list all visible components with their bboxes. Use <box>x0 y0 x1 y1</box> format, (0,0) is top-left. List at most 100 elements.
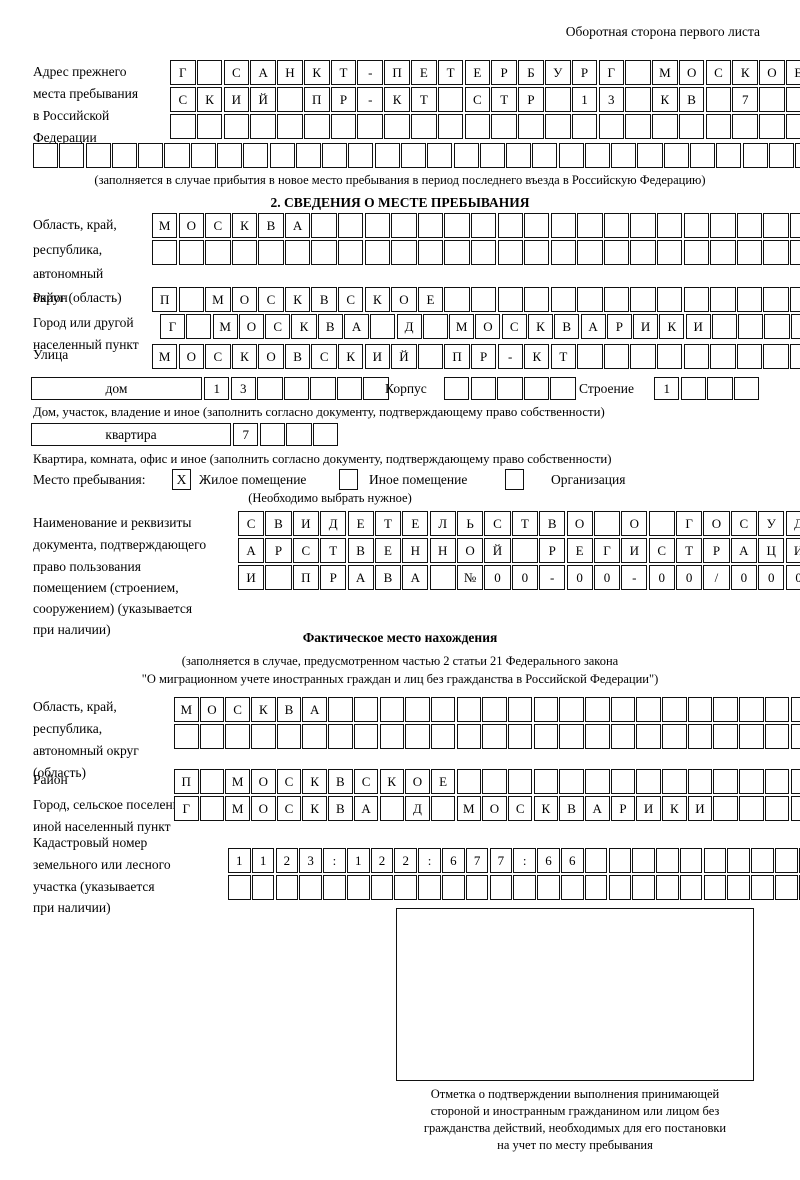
character-cell[interactable] <box>370 875 394 900</box>
character-cell[interactable] <box>610 769 636 794</box>
character-cell[interactable] <box>625 114 651 139</box>
character-cell[interactable]: Р <box>610 796 636 821</box>
character-cell[interactable]: П <box>444 344 470 369</box>
character-cell[interactable]: 3 <box>299 848 322 873</box>
character-cell[interactable] <box>630 240 656 265</box>
character-cell[interactable] <box>178 287 204 312</box>
character-cell[interactable]: И <box>785 538 800 563</box>
character-cell[interactable] <box>678 114 705 139</box>
character-cell[interactable]: П <box>152 287 178 312</box>
character-cell[interactable]: О <box>199 697 225 722</box>
character-cell[interactable]: С <box>705 60 732 85</box>
character-cell[interactable]: Р <box>518 87 544 112</box>
character-cell[interactable] <box>346 875 370 900</box>
character-cell[interactable] <box>732 114 758 139</box>
character-cell[interactable] <box>422 314 448 339</box>
character-cell[interactable]: Й <box>391 344 417 369</box>
character-cell[interactable]: С <box>205 213 231 238</box>
character-cell[interactable] <box>379 796 404 821</box>
character-cell[interactable]: Р <box>265 538 292 563</box>
character-cell[interactable] <box>656 344 683 369</box>
character-cell[interactable]: Т <box>511 511 538 536</box>
character-cell[interactable] <box>400 143 427 168</box>
character-cell[interactable]: Г <box>598 60 625 85</box>
character-cell[interactable] <box>739 796 764 821</box>
character-cell[interactable] <box>687 769 713 794</box>
character-cell[interactable] <box>283 377 310 400</box>
character-cell[interactable] <box>630 213 656 238</box>
character-cell[interactable]: С <box>464 87 491 112</box>
character-cell[interactable] <box>310 377 336 400</box>
character-cell[interactable] <box>710 287 736 312</box>
character-cell[interactable]: 3 <box>230 377 256 400</box>
region-row[interactable] <box>152 240 800 265</box>
character-cell[interactable]: 1 <box>654 377 680 400</box>
character-cell[interactable] <box>603 344 630 369</box>
character-cell[interactable] <box>470 287 497 312</box>
character-cell[interactable]: 6 <box>537 848 560 873</box>
character-cell[interactable] <box>231 240 258 265</box>
character-cell[interactable] <box>742 143 768 168</box>
character-cell[interactable] <box>550 240 577 265</box>
character-cell[interactable]: С <box>292 538 319 563</box>
character-cell[interactable] <box>524 287 550 312</box>
character-cell[interactable] <box>632 848 655 873</box>
character-cell[interactable] <box>603 213 630 238</box>
character-cell[interactable] <box>736 344 763 369</box>
character-cell[interactable] <box>610 724 636 749</box>
character-cell[interactable] <box>593 511 621 536</box>
stroenie-row[interactable]: 1 <box>654 377 760 400</box>
character-cell[interactable] <box>429 565 456 590</box>
character-cell[interactable]: В <box>317 314 343 339</box>
character-cell[interactable] <box>444 240 470 265</box>
character-cell[interactable] <box>637 143 663 168</box>
character-cell[interactable]: Р <box>606 314 632 339</box>
character-cell[interactable]: : <box>323 848 346 873</box>
character-cell[interactable] <box>312 423 339 446</box>
character-cell[interactable]: К <box>527 314 554 339</box>
character-cell[interactable]: А <box>250 60 276 85</box>
character-cell[interactable]: А <box>343 314 370 339</box>
character-cell[interactable]: А <box>585 796 610 821</box>
character-cell[interactable]: К <box>533 796 559 821</box>
character-cell[interactable] <box>571 114 598 139</box>
character-cell[interactable]: С <box>225 697 250 722</box>
character-cell[interactable] <box>186 314 212 339</box>
character-cell[interactable]: - <box>497 344 523 369</box>
character-cell[interactable] <box>630 287 656 312</box>
character-cell[interactable]: М <box>174 697 199 722</box>
character-cell[interactable] <box>656 287 683 312</box>
character-cell[interactable] <box>196 60 223 85</box>
character-cell[interactable] <box>533 769 559 794</box>
character-cell[interactable] <box>322 143 348 168</box>
character-cell[interactable] <box>584 848 608 873</box>
character-cell[interactable] <box>506 143 532 168</box>
character-cell[interactable]: С <box>205 344 231 369</box>
character-cell[interactable] <box>336 377 363 400</box>
character-cell[interactable]: И <box>633 314 659 339</box>
character-cell[interactable] <box>739 769 764 794</box>
character-cell[interactable] <box>391 213 417 238</box>
character-cell[interactable]: 0 <box>484 565 511 590</box>
character-cell[interactable] <box>379 724 404 749</box>
character-cell[interactable] <box>598 114 625 139</box>
character-cell[interactable]: А <box>284 213 311 238</box>
character-cell[interactable] <box>798 848 800 873</box>
character-cell[interactable] <box>636 724 661 749</box>
character-cell[interactable]: В <box>678 87 705 112</box>
character-cell[interactable]: Е <box>411 60 437 85</box>
character-cell[interactable] <box>798 875 800 900</box>
character-cell[interactable]: В <box>276 697 302 722</box>
character-cell[interactable]: 7 <box>465 848 489 873</box>
character-cell[interactable] <box>656 875 679 900</box>
character-cell[interactable]: 0 <box>758 565 785 590</box>
character-cell[interactable] <box>652 114 678 139</box>
character-cell[interactable] <box>465 875 489 900</box>
character-cell[interactable]: М <box>652 60 678 85</box>
character-cell[interactable] <box>507 769 533 794</box>
character-cell[interactable]: С <box>338 287 364 312</box>
character-cell[interactable]: Н <box>429 538 456 563</box>
character-cell[interactable]: В <box>258 213 284 238</box>
